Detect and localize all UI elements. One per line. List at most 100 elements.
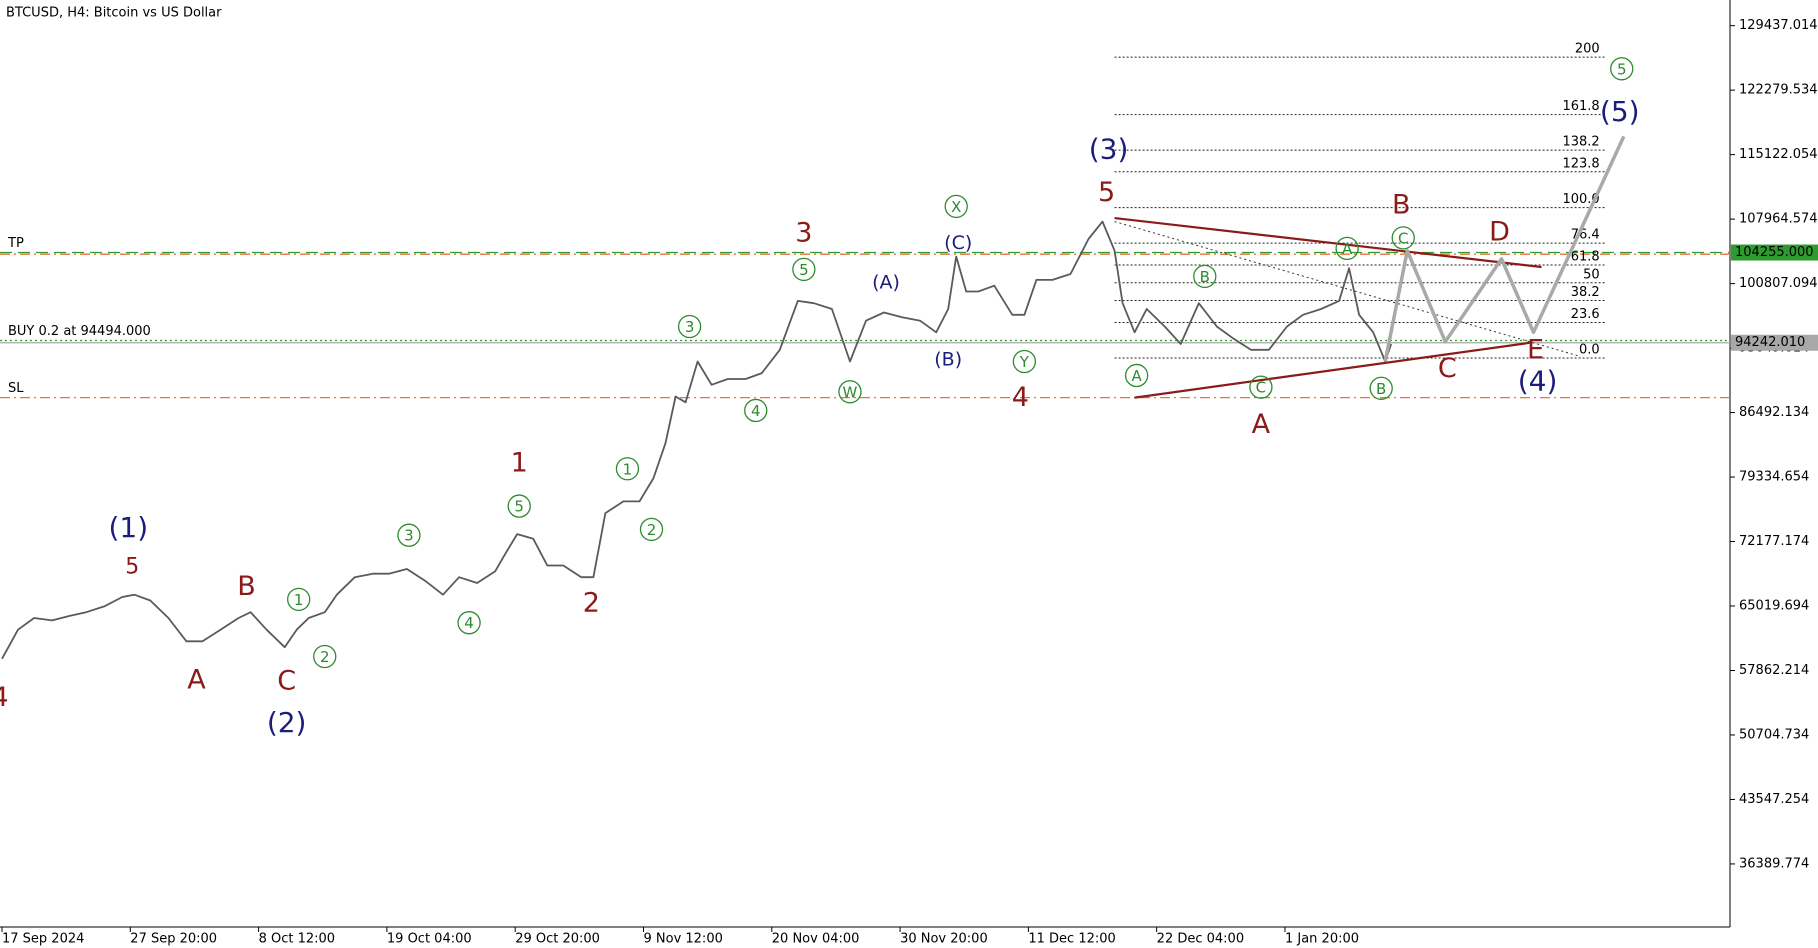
wave-circle xyxy=(615,457,640,481)
wave-label: A xyxy=(1342,240,1353,258)
wave-circle xyxy=(944,194,968,219)
projection-line xyxy=(1383,135,1626,362)
wave-circle xyxy=(1610,57,1634,81)
x-tick-label: 30 Nov 20:00 xyxy=(900,932,988,947)
wave-circle xyxy=(397,523,421,547)
wave-circle xyxy=(313,644,337,669)
wave-circle xyxy=(1124,363,1149,388)
wave-circle xyxy=(1335,236,1359,261)
level-label: SL xyxy=(8,381,24,396)
wave-label: (2) xyxy=(267,706,307,739)
level-label: BUY 0.2 at 94494.000 xyxy=(8,324,151,339)
fib-label: 200 xyxy=(1575,42,1600,57)
y-tick-label: 115122.054 xyxy=(1739,147,1818,162)
x-tick-label: 27 Sep 20:00 xyxy=(130,932,217,947)
wave-circle xyxy=(507,494,531,518)
fib-label: 50 xyxy=(1583,267,1600,282)
wave-label: A xyxy=(187,664,206,695)
wave-circle xyxy=(792,257,816,282)
trend-line xyxy=(1134,341,1530,399)
y-tick-label: 107964.574 xyxy=(1739,212,1818,227)
y-tick-label: 72177.174 xyxy=(1739,534,1809,549)
x-tick-label: 17 Sep 2024 xyxy=(2,932,84,947)
wave-label: 5 xyxy=(1617,60,1627,78)
wave-circle xyxy=(744,398,768,423)
y-tick-label: 50704.734 xyxy=(1739,727,1809,742)
wave-circle xyxy=(1391,226,1415,250)
fib-label: 61.8 xyxy=(1571,250,1600,265)
fib-label: 38.2 xyxy=(1571,285,1600,300)
wave-label: 4 xyxy=(1012,382,1029,413)
y-tick-label: 122279.534 xyxy=(1739,83,1818,98)
wave-label: 1 xyxy=(623,460,633,478)
wave-label: 4 xyxy=(0,682,9,713)
fib-label: 161.8 xyxy=(1562,99,1599,114)
wave-label: C xyxy=(1438,353,1457,384)
wave-label: A xyxy=(1131,367,1142,385)
y-tick-label: 79334.654 xyxy=(1739,470,1809,485)
wave-label: 5 xyxy=(125,555,139,580)
wave-label: C xyxy=(277,665,296,696)
wave-circle xyxy=(1249,375,1273,399)
price-tag-label: 104255.000 xyxy=(1735,245,1814,260)
wave-label: Y xyxy=(1019,353,1030,371)
fib-label: 100.0 xyxy=(1562,192,1599,207)
wave-label: 2 xyxy=(583,587,600,618)
wave-label: 5 xyxy=(514,498,524,516)
wave-label: (B) xyxy=(934,349,962,371)
wave-circle xyxy=(287,587,311,612)
y-tick-label: 100807.094 xyxy=(1739,276,1818,291)
x-tick-label: 11 Dec 12:00 xyxy=(1028,932,1115,947)
wave-label: 3 xyxy=(404,527,414,545)
y-tick-label: 65019.694 xyxy=(1739,599,1809,614)
wave-circle xyxy=(457,611,481,635)
y-tick-label: 86492.134 xyxy=(1739,405,1809,420)
wave-label: 2 xyxy=(647,521,657,539)
wave-label: 1 xyxy=(294,591,304,609)
wave-label: (C) xyxy=(944,232,972,254)
wave-label: (1) xyxy=(108,511,148,544)
wave-circle xyxy=(677,314,702,339)
level-label: TP xyxy=(7,236,24,251)
wave-label: 5 xyxy=(799,261,809,279)
wave-label: 1 xyxy=(511,447,528,478)
x-tick-label: 9 Nov 12:00 xyxy=(643,932,722,947)
y-tick-label: 36389.774 xyxy=(1739,856,1809,871)
wave-label: B xyxy=(1376,380,1386,398)
chart-title: BTCUSD, H4: Bitcoin vs US Dollar xyxy=(6,6,222,21)
wave-circle xyxy=(1012,349,1037,374)
wave-circle xyxy=(1369,376,1393,400)
wave-label: (3) xyxy=(1089,132,1129,165)
wave-label: (5) xyxy=(1600,95,1640,128)
trend-line xyxy=(1114,216,1542,269)
x-tick-label: 20 Nov 04:00 xyxy=(772,932,860,947)
price-line xyxy=(1,220,1393,660)
fib-label: 138.2 xyxy=(1562,135,1599,150)
wave-label: 3 xyxy=(795,218,812,249)
trend-line xyxy=(1114,221,1578,357)
wave-label: (A) xyxy=(872,272,900,294)
wave-label: B xyxy=(1200,268,1210,286)
wave-label: C xyxy=(1398,229,1408,247)
wave-label: B xyxy=(1392,190,1411,221)
x-tick-label: 8 Oct 12:00 xyxy=(259,932,335,947)
x-tick-label: 19 Oct 04:00 xyxy=(387,932,472,947)
price-tag-label: 94242.010 xyxy=(1735,335,1805,350)
fib-label: 0.0 xyxy=(1579,342,1600,357)
x-tick-label: 1 Jan 20:00 xyxy=(1285,932,1359,947)
x-tick-label: 22 Dec 04:00 xyxy=(1157,932,1244,947)
wave-circle xyxy=(1193,264,1217,289)
price-tag xyxy=(1731,334,1818,351)
fib-label: 23.6 xyxy=(1571,307,1600,322)
price-tag xyxy=(1731,244,1818,261)
wave-circle xyxy=(838,380,862,404)
wave-circle xyxy=(639,517,664,542)
wave-label: W xyxy=(843,383,858,401)
x-tick-label: 29 Oct 20:00 xyxy=(515,932,600,947)
wave-label: A xyxy=(1252,409,1271,440)
y-tick-label: 57862.214 xyxy=(1739,663,1809,678)
y-tick-label: 43547.254 xyxy=(1739,792,1809,807)
wave-label: X xyxy=(951,198,961,216)
